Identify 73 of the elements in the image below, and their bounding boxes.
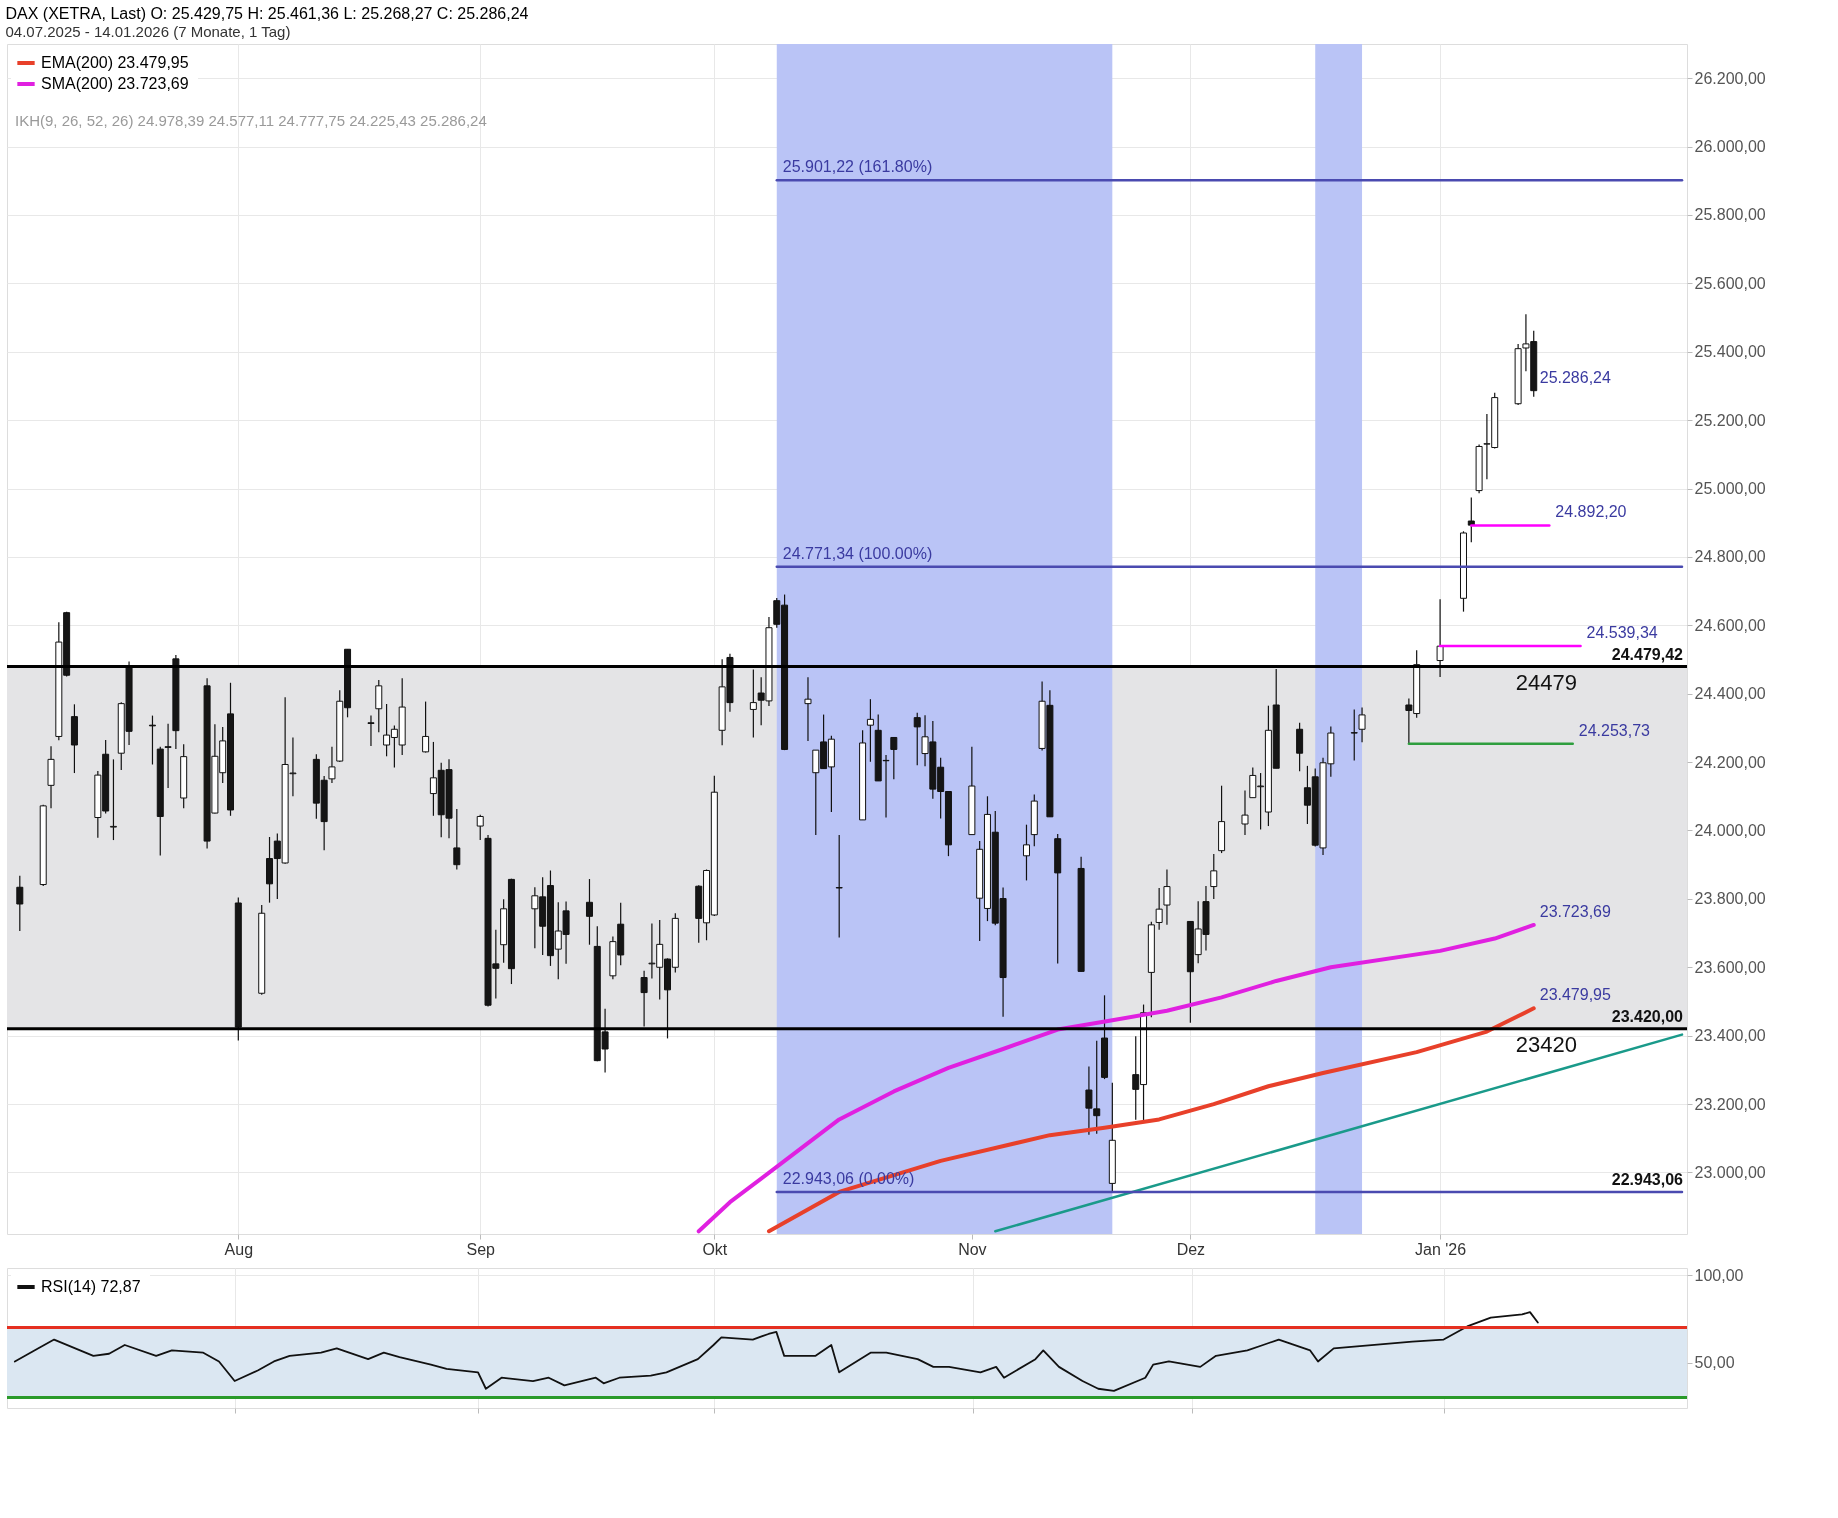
y-tick-label: 100,00 — [1694, 1266, 1744, 1284]
annotation: 25.901,22 (161.80%) — [782, 158, 933, 176]
y-tick-label: 23.800,00 — [1694, 890, 1766, 908]
x-tick-label: Dez — [1176, 1240, 1206, 1258]
candlestick — [328, 746, 336, 784]
candlestick — [835, 834, 843, 939]
candlestick — [804, 676, 812, 742]
candlestick — [1436, 598, 1444, 678]
annotation: 24.771,34 (100.00%) — [782, 544, 933, 562]
annotation: IKH(9, 26, 52, 26) 24.978,39 24.577,11 24.777,75 24.225,43 25.286,24 — [15, 112, 487, 129]
annotation: 23.479,95 — [1539, 986, 1612, 1004]
candlestick — [1358, 706, 1366, 743]
y-tick-label: 24.600,00 — [1694, 616, 1766, 634]
candlestick — [16, 875, 24, 932]
y-tick-label: 23.400,00 — [1694, 1027, 1766, 1045]
candlestick — [890, 736, 898, 780]
y-tick-label: 24.000,00 — [1694, 821, 1766, 839]
y-tick-label: 25.400,00 — [1694, 343, 1766, 361]
y-tick-label: 26.200,00 — [1694, 69, 1766, 87]
legend-label: SMA(200) 23.723,69 — [41, 75, 189, 92]
candlestick — [913, 712, 921, 766]
candlestick — [367, 715, 375, 747]
y-tick-label: 26.000,00 — [1694, 138, 1766, 156]
y-tick-label: 50,00 — [1694, 1354, 1735, 1371]
x-tick-label: Okt — [702, 1240, 728, 1258]
candlestick — [640, 970, 648, 1028]
y-tick-label: 24.400,00 — [1694, 685, 1766, 703]
y-tick-label: 25.000,00 — [1694, 480, 1766, 498]
y-tick-label: 24.800,00 — [1694, 548, 1766, 566]
chart-title: DAX (XETRA, Last) O: 25.429,75 H: 25.461,36 L: 25.268,27 C: 25.286,24 — [5, 5, 529, 22]
candlestick — [148, 715, 156, 766]
x-tick-label: Jan '26 — [1415, 1240, 1467, 1258]
annotation: 24.892,20 — [1555, 503, 1627, 521]
legend-label: EMA(200) 23.479,95 — [41, 54, 189, 71]
y-tick-label: 23.200,00 — [1694, 1095, 1766, 1113]
candlestick — [109, 758, 117, 841]
candlestick — [1350, 708, 1358, 761]
candlestick — [476, 814, 484, 841]
candlestick — [1467, 496, 1475, 543]
candlestick — [749, 668, 757, 739]
y-tick-label: 25.200,00 — [1694, 411, 1766, 429]
y-tick-label: 23.600,00 — [1694, 958, 1766, 976]
annotation: 24.253,73 — [1578, 721, 1651, 739]
candlestick — [1163, 868, 1171, 926]
ref-line-label: 23420 — [1515, 1031, 1577, 1057]
candlestick — [866, 698, 874, 763]
x-tick-label: Nov — [958, 1240, 987, 1258]
candlestick — [453, 808, 461, 871]
candlestick — [1241, 789, 1249, 836]
line-series — [13, 1311, 1539, 1392]
candlestick — [1296, 722, 1304, 772]
annotation: 23.723,69 — [1539, 902, 1612, 920]
candlestick — [375, 679, 383, 733]
candlestick — [1155, 887, 1163, 931]
y-tick-label: 24.200,00 — [1694, 753, 1766, 771]
x-tick-label: Sep — [466, 1240, 496, 1258]
candlestick — [1210, 853, 1218, 900]
y-tick-label: 25.600,00 — [1694, 274, 1766, 292]
legend-label: RSI(14) 72,87 — [41, 1278, 141, 1295]
annotation: 25.286,24 — [1539, 368, 1612, 386]
candlestick — [164, 723, 172, 789]
annotation: 24.479,42 — [1611, 645, 1684, 663]
chart-subtitle: 04.07.2025 - 14.01.2026 (7 Monate, 1 Tag) — [5, 23, 291, 40]
annotation: 23.420,00 — [1611, 1007, 1684, 1025]
ref-line-label: 24479 — [1515, 669, 1577, 695]
x-tick-label: Aug — [224, 1240, 254, 1258]
candlestick — [585, 878, 593, 946]
y-tick-label: 25.800,00 — [1694, 206, 1766, 224]
annotation: 22.943,06 — [1611, 1170, 1684, 1188]
annotation: 24.539,34 — [1586, 624, 1658, 642]
candlestick — [422, 700, 430, 754]
candlestick — [1022, 824, 1030, 882]
y-tick-label: 23.000,00 — [1694, 1163, 1766, 1181]
